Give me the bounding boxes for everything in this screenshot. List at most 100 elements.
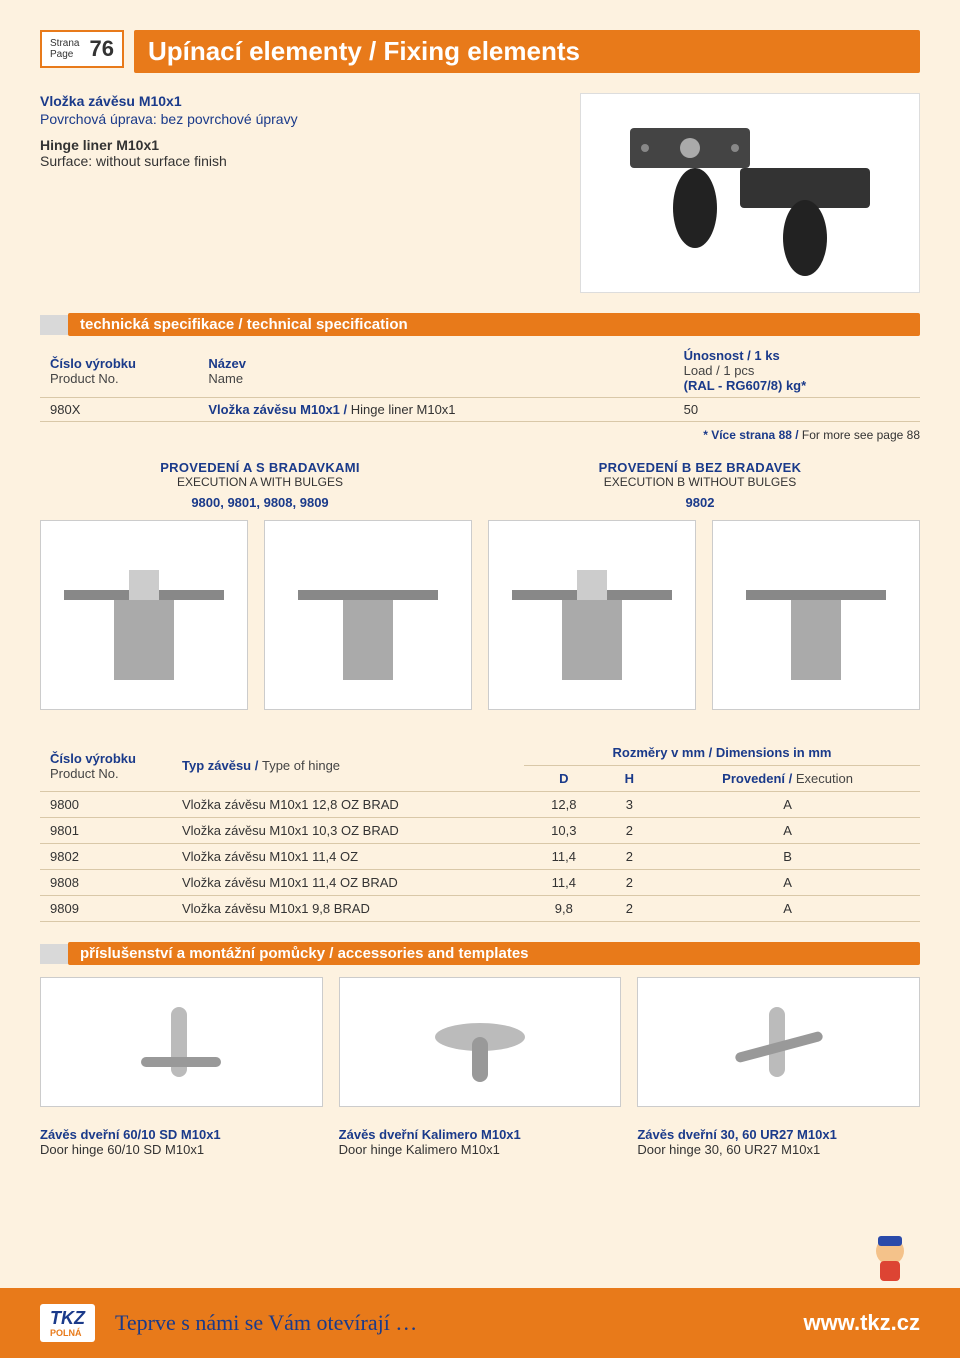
product-photo (580, 93, 920, 293)
dims-h-col2b: Type of hinge (262, 758, 340, 773)
spec-row-load: 50 (674, 398, 920, 422)
dims-code: 9808 (40, 870, 172, 896)
dims-h: 2 (604, 818, 656, 844)
intro-line4: Surface: without surface finish (40, 153, 550, 169)
footer-logo: TKZ POLNÁ (40, 1304, 95, 1342)
spec-h-col3c: (RAL - RG607/8) kg* (684, 378, 807, 393)
dims-exec: A (655, 818, 920, 844)
footnote-rest: For more see page 88 (802, 428, 920, 442)
section-spec-title: technická specifikace / technical specif… (68, 313, 920, 336)
dims-type: Vložka závěsu M10x1 11,4 OZ (172, 844, 524, 870)
spec-footnote: * Více strana 88 / For more see page 88 (40, 428, 920, 442)
dims-type: Vložka závěsu M10x1 10,3 OZ BRAD (172, 818, 524, 844)
drawing-b-side (712, 520, 920, 710)
table-row: 9801Vložka závěsu M10x1 10,3 OZ BRAD10,3… (40, 818, 920, 844)
accessory-title: Závěs dveřní Kalimero M10x1 (339, 1127, 622, 1142)
dims-d: 11,4 (524, 844, 604, 870)
drawing-a-side (264, 520, 472, 710)
footer-slogan: Teprve s námi se Vám otevírají … (115, 1310, 783, 1336)
accessory-label: Závěs dveřní 60/10 SD M10x1Door hinge 60… (40, 1127, 323, 1157)
page-title: Upínací elementy / Fixing elements (134, 30, 920, 73)
dims-code: 9802 (40, 844, 172, 870)
dims-sub-exec-a: Provedení / (722, 771, 792, 786)
spec-h-col3a: Únosnost / 1 ks (684, 348, 780, 363)
intro-line3: Hinge liner M10x1 (40, 137, 550, 153)
mascot-icon (860, 1226, 920, 1286)
section-square-icon (40, 315, 68, 335)
execution-b: PROVEDENÍ B BEZ BRADAVEK EXECUTION B WIT… (480, 460, 920, 510)
page-footer: TKZ POLNÁ Teprve s námi se Vám otevírají… (0, 1288, 960, 1358)
table-row: 9800Vložka závěsu M10x1 12,8 OZ BRAD12,8… (40, 792, 920, 818)
spec-h-col2b: Name (208, 371, 243, 386)
accessory-label: Závěs dveřní 30, 60 UR27 M10x1Door hinge… (637, 1127, 920, 1157)
intro-text: Vložka závěsu M10x1 Povrchová úprava: be… (40, 93, 550, 293)
dims-d: 10,3 (524, 818, 604, 844)
accessory-title: Závěs dveřní 60/10 SD M10x1 (40, 1127, 323, 1142)
dims-type: Vložka závěsu M10x1 12,8 OZ BRAD (172, 792, 524, 818)
page-label-page: Page (50, 49, 79, 60)
intro-line2: Povrchová úprava: bez povrchové úpravy (40, 111, 550, 127)
spec-h-col1a: Číslo výrobku (50, 356, 136, 371)
footer-logo-sub: POLNÁ (50, 1329, 85, 1338)
dims-code: 9801 (40, 818, 172, 844)
accessory-title: Závěs dveřní 30, 60 UR27 M10x1 (637, 1127, 920, 1142)
spec-h-col2a: Název (208, 356, 246, 371)
section-acc-title: příslušenství a montážní pomůcky / acces… (68, 942, 920, 965)
dims-h-col34: Rozměry v mm / Dimensions in mm (613, 745, 832, 760)
dims-h: 2 (604, 896, 656, 922)
dims-d: 12,8 (524, 792, 604, 818)
exec-a-h2: EXECUTION A WITH BULGES (40, 475, 480, 489)
accessory-subtitle: Door hinge Kalimero M10x1 (339, 1142, 622, 1157)
spec-row-code: 980X (40, 398, 198, 422)
drawing-a-front (40, 520, 248, 710)
accessory-image-1 (40, 977, 323, 1107)
dims-h-col1a: Číslo výrobku (50, 751, 136, 766)
spec-row-name-en: Hinge liner M10x1 (351, 402, 456, 417)
dims-exec: A (655, 870, 920, 896)
accessory-image-3 (637, 977, 920, 1107)
accessory-images (40, 977, 920, 1107)
dims-exec: B (655, 844, 920, 870)
page-number: 76 (89, 36, 113, 62)
exec-b-codes: 9802 (480, 495, 920, 510)
footer-logo-main: TKZ (50, 1308, 85, 1328)
footer-url: www.tkz.cz (803, 1310, 920, 1336)
dims-exec: A (655, 792, 920, 818)
page-label-strana: Strana (50, 38, 79, 49)
section-square-icon (40, 944, 68, 964)
page-number-box: Strana Page 76 (40, 30, 124, 68)
dims-h-col1b: Product No. (50, 766, 119, 781)
exec-b-h2: EXECUTION B WITHOUT BULGES (480, 475, 920, 489)
dims-d: 9,8 (524, 896, 604, 922)
accessory-subtitle: Door hinge 60/10 SD M10x1 (40, 1142, 323, 1157)
table-row: 9808Vložka závěsu M10x1 11,4 OZ BRAD11,4… (40, 870, 920, 896)
table-row: 9809Vložka závěsu M10x1 9,8 BRAD9,82A (40, 896, 920, 922)
spec-row-name-cs: Vložka závěsu M10x1 / (208, 402, 347, 417)
exec-a-codes: 9800, 9801, 9808, 9809 (40, 495, 480, 510)
dims-sub-d: D (559, 771, 568, 786)
accessory-label: Závěs dveřní Kalimero M10x1Door hinge Ka… (339, 1127, 622, 1157)
spec-table: Číslo výrobku Product No. Název Name Úno… (40, 344, 920, 422)
accessory-subtitle: Door hinge 30, 60 UR27 M10x1 (637, 1142, 920, 1157)
dims-h: 2 (604, 844, 656, 870)
intro-line1: Vložka závěsu M10x1 (40, 93, 550, 109)
drawing-b-front (488, 520, 696, 710)
dims-h: 3 (604, 792, 656, 818)
dims-code: 9800 (40, 792, 172, 818)
dims-h: 2 (604, 870, 656, 896)
dims-d: 11,4 (524, 870, 604, 896)
spec-h-col1b: Product No. (50, 371, 119, 386)
exec-b-h1: PROVEDENÍ B BEZ BRADAVEK (480, 460, 920, 475)
accessory-image-2 (339, 977, 622, 1107)
dims-exec: A (655, 896, 920, 922)
dims-type: Vložka závěsu M10x1 9,8 BRAD (172, 896, 524, 922)
dims-sub-exec-b: Execution (796, 771, 853, 786)
table-row: 980X Vložka závěsu M10x1 / Hinge liner M… (40, 398, 920, 422)
dims-type: Vložka závěsu M10x1 11,4 OZ BRAD (172, 870, 524, 896)
technical-drawings (40, 520, 920, 710)
dims-code: 9809 (40, 896, 172, 922)
table-row: 9802Vložka závěsu M10x1 11,4 OZ11,42B (40, 844, 920, 870)
dimensions-table: Číslo výrobku Product No. Typ závěsu / T… (40, 740, 920, 922)
dims-h-col2a: Typ závěsu / (182, 758, 258, 773)
spec-h-col3b: Load / 1 pcs (684, 363, 755, 378)
